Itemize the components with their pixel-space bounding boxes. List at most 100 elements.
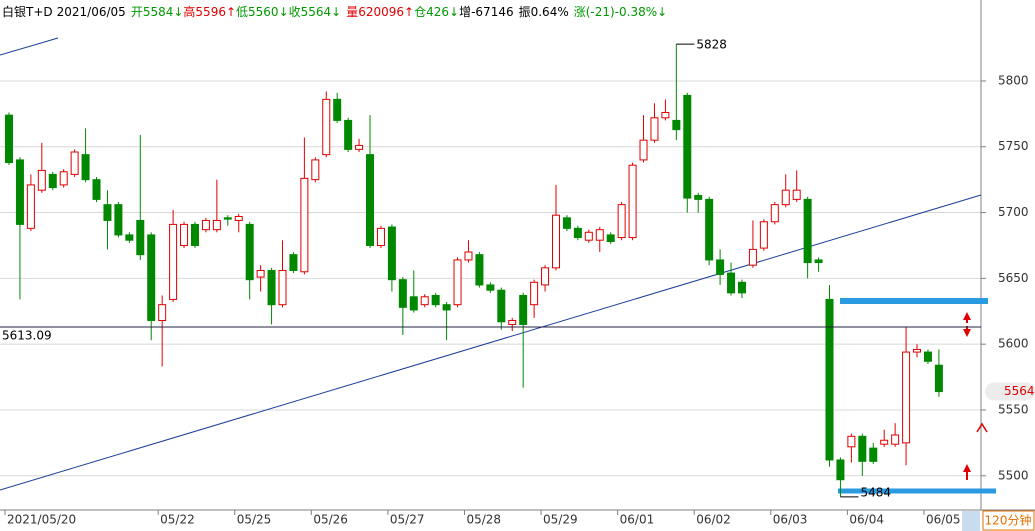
candle-body	[267, 269, 276, 306]
x-tick-label: 06/01	[620, 513, 655, 527]
candle-body	[923, 351, 932, 362]
x-tick-label: 05/26	[313, 513, 348, 527]
y-tick-label: 5700	[998, 205, 1029, 219]
arrow-icon	[963, 312, 971, 337]
candle-body	[256, 269, 265, 278]
x-tick-label: 06/03	[773, 513, 808, 527]
y-tick-label: 5800	[998, 73, 1029, 87]
candle-body	[420, 296, 429, 306]
header-item: 增-67146	[459, 5, 514, 19]
trend-line	[0, 37, 59, 56]
header-item: 低5560↓	[236, 5, 289, 19]
candle-body	[902, 351, 911, 444]
candle-body	[376, 227, 385, 246]
candle-body	[136, 219, 145, 256]
candle-body	[934, 364, 943, 393]
candle-body	[26, 184, 35, 229]
candle-body	[595, 229, 604, 241]
header-item: 开5584↓	[131, 5, 184, 19]
x-tick-label: 05/29	[543, 513, 578, 527]
candle-body	[147, 234, 156, 321]
candle-body	[475, 254, 484, 286]
candle-body	[37, 169, 46, 191]
date: 2021/06/05	[57, 5, 126, 19]
y-tick-label: 5750	[998, 139, 1029, 153]
candle-body	[869, 447, 878, 462]
candle-body	[727, 272, 736, 294]
candle-body	[125, 234, 134, 241]
candle-body	[278, 269, 287, 306]
candle-body	[311, 159, 320, 181]
candle-body	[584, 231, 593, 241]
candle-body	[716, 259, 725, 275]
candle-body	[169, 223, 178, 300]
candle-body	[92, 179, 101, 200]
candle-body	[836, 459, 845, 481]
candle-body	[322, 98, 331, 156]
candle-body	[661, 112, 670, 119]
candle-body	[814, 259, 823, 264]
candle-body	[234, 216, 243, 221]
header-item: 振0.64%	[519, 5, 569, 19]
symbol: 白银T+D	[2, 4, 53, 19]
x-tick-label: 06/02	[696, 513, 731, 527]
candle-body	[442, 304, 451, 311]
candle-body	[803, 198, 812, 264]
candle-body	[683, 94, 692, 199]
candle-body	[201, 219, 210, 231]
arrow-icon	[963, 464, 971, 480]
candle-body	[333, 98, 342, 121]
period-label[interactable]: 120分钟	[985, 513, 1032, 528]
header-item: 高5596↑	[183, 4, 236, 19]
candle-body	[694, 194, 703, 200]
candle-body	[289, 254, 298, 271]
x-tick-label: 05/25	[237, 513, 272, 527]
candle-body	[300, 177, 309, 273]
candle-body	[748, 248, 757, 266]
candle-body	[355, 144, 364, 150]
last-price-label: 5564	[1004, 384, 1035, 398]
candle-body	[913, 348, 922, 353]
candle-body	[639, 139, 648, 161]
scroll-box[interactable]	[962, 511, 980, 531]
candle-body	[464, 251, 473, 261]
candle-body	[114, 204, 123, 236]
candle-body	[847, 435, 856, 448]
candle-body	[562, 217, 571, 229]
candle-body	[344, 119, 353, 150]
y-tick-label: 5500	[998, 468, 1029, 482]
candle-body	[5, 114, 13, 164]
candle-body	[70, 151, 79, 175]
candle-body	[672, 119, 681, 131]
x-tick-label: 2021/05/20	[7, 513, 76, 527]
header: 白银T+D 2021/06/05 开5584↓高5596↑低5560↓收5564↓ 量…	[2, 4, 667, 19]
candle-body	[825, 298, 834, 461]
candle-body	[103, 204, 112, 221]
candle-body	[530, 281, 539, 306]
y-tick-label: 5600	[998, 337, 1029, 351]
reference-label: 5613.09	[2, 328, 52, 342]
candle-body	[245, 223, 254, 281]
x-tick-label: 06/05	[926, 513, 961, 527]
candle-body	[573, 227, 582, 239]
max-label: 5828	[696, 38, 727, 52]
candle-body	[212, 219, 221, 231]
candle-body	[190, 223, 199, 246]
min-label: 5484	[860, 485, 891, 499]
candles	[5, 44, 943, 497]
y-tick-label: 5550	[998, 402, 1029, 416]
candle-body	[48, 173, 57, 189]
candle-body	[792, 189, 801, 200]
candle-body	[606, 234, 615, 243]
candle-body	[59, 171, 68, 186]
period-box[interactable]	[982, 510, 1035, 531]
candle-body	[880, 439, 889, 445]
candle-body	[486, 284, 495, 291]
candle-body	[387, 226, 396, 281]
candle-body	[497, 289, 506, 323]
header-item: 量620096↑	[346, 5, 414, 19]
candle-body	[858, 435, 867, 462]
x-tick-label: 06/04	[849, 513, 884, 527]
